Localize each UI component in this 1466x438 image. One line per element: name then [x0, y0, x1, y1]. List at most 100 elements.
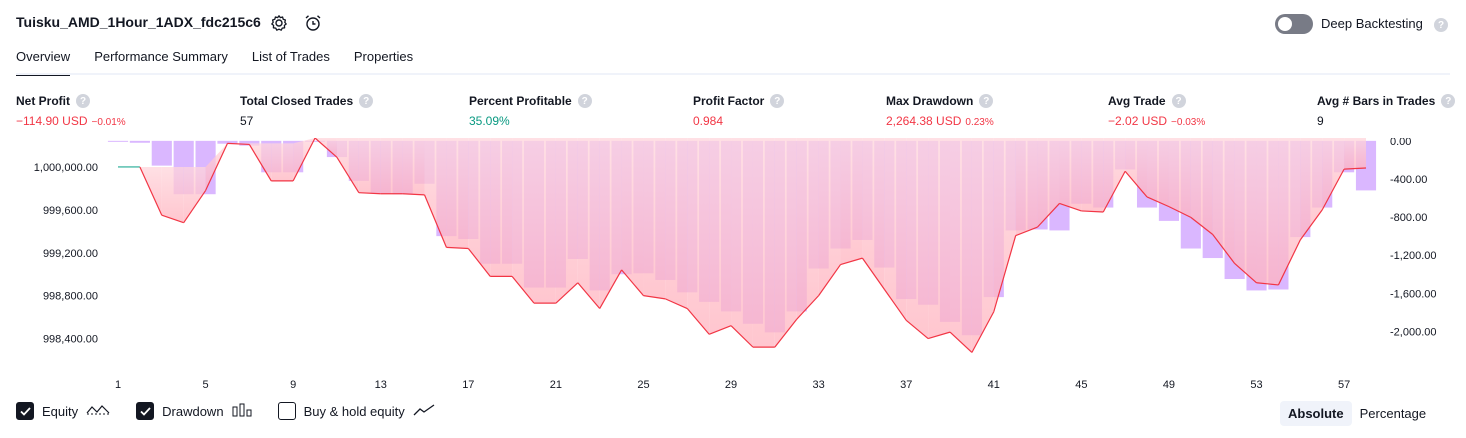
- legend-buy-hold[interactable]: Buy & hold equity: [277, 402, 435, 420]
- x-axis-tick: 1: [115, 379, 121, 391]
- equity-drawdown-chart[interactable]: 1,000,000.00 999,600.00 999,200.00 998,800.…: [0, 138, 1466, 394]
- drawdown-area: [271, 143, 294, 181]
- drawdown-area: [424, 138, 447, 248]
- equity-label: Equity: [42, 403, 79, 419]
- equity-line-segment: [446, 246, 469, 250]
- deep-backtesting-label: Deep Backtesting: [1321, 16, 1423, 31]
- drawdown-area: [336, 138, 359, 193]
- drawdown-axis-tick: -2,000.00: [1390, 326, 1436, 338]
- tab-overview[interactable]: Overview: [16, 48, 71, 76]
- drawdown-area: [1037, 138, 1060, 228]
- drawdown-area: [1147, 138, 1169, 207]
- help-icon[interactable]: ?: [979, 94, 994, 108]
- drawdown-area: [1059, 138, 1082, 211]
- drawdown-bars-icon: [232, 403, 252, 420]
- metric-percent: 0.23%: [965, 117, 994, 128]
- absolute-button[interactable]: Absolute: [1280, 401, 1352, 426]
- metric-max-drawdown: Max Drawdown? 2,264.38 USD 0.23%: [886, 94, 994, 128]
- help-icon[interactable]: ?: [1441, 94, 1456, 108]
- drawdown-axis-tick: -1,200.00: [1390, 250, 1436, 262]
- equity-line-segment: [1212, 234, 1236, 264]
- drawdown-area: [1103, 138, 1126, 212]
- equity-line-segment: [248, 144, 272, 182]
- equity-line-segment: [1124, 170, 1148, 198]
- drawdown-area: [731, 138, 753, 348]
- drawdown-axis-tick: -1,600.00: [1390, 288, 1436, 300]
- equity-line-segment: [205, 143, 229, 191]
- x-axis-tick: 33: [813, 379, 825, 391]
- drawdown-area: [1278, 138, 1301, 285]
- metric-label: Max Drawdown: [886, 94, 974, 108]
- equity-line-segment: [796, 295, 820, 320]
- equity-line-segment: [1299, 209, 1323, 241]
- equity-line-segment: [1256, 282, 1279, 286]
- chart-legend: Equity Drawdown Buy & hold equity: [16, 402, 461, 420]
- x-axis-tick: 13: [375, 379, 387, 391]
- drawdown-area: [993, 138, 1016, 312]
- legend-drawdown[interactable]: Drawdown: [136, 402, 252, 420]
- equity-line-segment: [511, 275, 535, 304]
- x-axis-tick: 17: [462, 379, 474, 391]
- deep-backtesting-toggle[interactable]: [1275, 14, 1313, 34]
- metric-avg-trade: Avg Trade? −2.02 USD −0.03%: [1108, 94, 1205, 128]
- alarm-clock-plus-icon[interactable]: [302, 12, 324, 34]
- drawdown-area: [183, 166, 206, 223]
- drawdown-area: [709, 138, 732, 335]
- tab-list-of-trades[interactable]: List of Trades: [251, 49, 330, 64]
- drawdown-area: [1081, 138, 1104, 212]
- drawdown-checkbox[interactable]: [136, 402, 155, 420]
- x-axis-tick: 25: [637, 379, 649, 391]
- metric-value: 57: [240, 114, 254, 128]
- gear-icon[interactable]: [268, 12, 290, 34]
- buy-hold-checkbox[interactable]: [277, 402, 296, 420]
- drawdown-area: [950, 138, 972, 353]
- equity-line-segment: [577, 282, 601, 309]
- drawdown-label: Drawdown: [162, 403, 224, 419]
- drawdown-area: [1125, 138, 1148, 197]
- buy-hold-label: Buy & hold equity: [303, 403, 405, 419]
- equity-line-segment: [621, 269, 644, 297]
- drawdown-area: [1256, 138, 1279, 285]
- help-icon[interactable]: ?: [359, 94, 374, 108]
- equity-line-segment: [818, 264, 842, 296]
- metric-value: −114.90 USD: [16, 114, 88, 128]
- percentage-button[interactable]: Percentage: [1359, 406, 1427, 421]
- equity-line-segment: [1037, 203, 1060, 228]
- help-icon[interactable]: ?: [770, 94, 785, 108]
- drawdown-area: [928, 138, 950, 339]
- buy-hold-line-icon: [413, 403, 435, 420]
- legend-equity[interactable]: Equity: [16, 402, 110, 420]
- equity-line-segment: [227, 142, 250, 146]
- x-axis-tick: 21: [550, 379, 562, 391]
- equity-checkbox[interactable]: [16, 402, 34, 420]
- drawdown-bar: [304, 140, 326, 142]
- x-axis-tick: 37: [900, 379, 912, 391]
- help-icon[interactable]: ?: [1171, 94, 1186, 108]
- metric-label: Avg Trade: [1108, 94, 1166, 108]
- equity-line-segment: [292, 138, 316, 182]
- equity-line-segment: [905, 319, 929, 340]
- equity-line-segment: [1277, 239, 1301, 286]
- drawdown-area: [1015, 138, 1038, 236]
- equity-line-segment: [861, 257, 885, 290]
- drawdown-area: [468, 138, 491, 277]
- x-axis-tick: 9: [290, 379, 296, 391]
- metric-total-closed-trades: Total Closed Trades? 57: [240, 94, 374, 128]
- metric-label: Profit Factor: [693, 94, 765, 108]
- drawdown-bar: [107, 140, 129, 142]
- help-icon[interactable]: ?: [577, 94, 592, 108]
- help-icon[interactable]: ?: [1434, 18, 1448, 32]
- equity-line-segment: [993, 235, 1017, 312]
- drawdown-axis-tick: -400.00: [1390, 174, 1427, 186]
- x-axis-tick: 41: [988, 379, 1000, 391]
- help-icon[interactable]: ?: [76, 94, 90, 108]
- drawdown-area: [862, 138, 885, 290]
- drawdown-area: [534, 138, 556, 304]
- tab-properties[interactable]: Properties: [353, 49, 414, 64]
- drawdown-area: [687, 138, 710, 335]
- x-axis-tick: 53: [1250, 379, 1262, 391]
- drawdown-axis-tick: 0.00: [1390, 138, 1411, 148]
- drawdown-bar: [239, 140, 260, 146]
- tab-performance-summary[interactable]: Performance Summary: [94, 49, 228, 64]
- drawdown-area: [358, 138, 381, 194]
